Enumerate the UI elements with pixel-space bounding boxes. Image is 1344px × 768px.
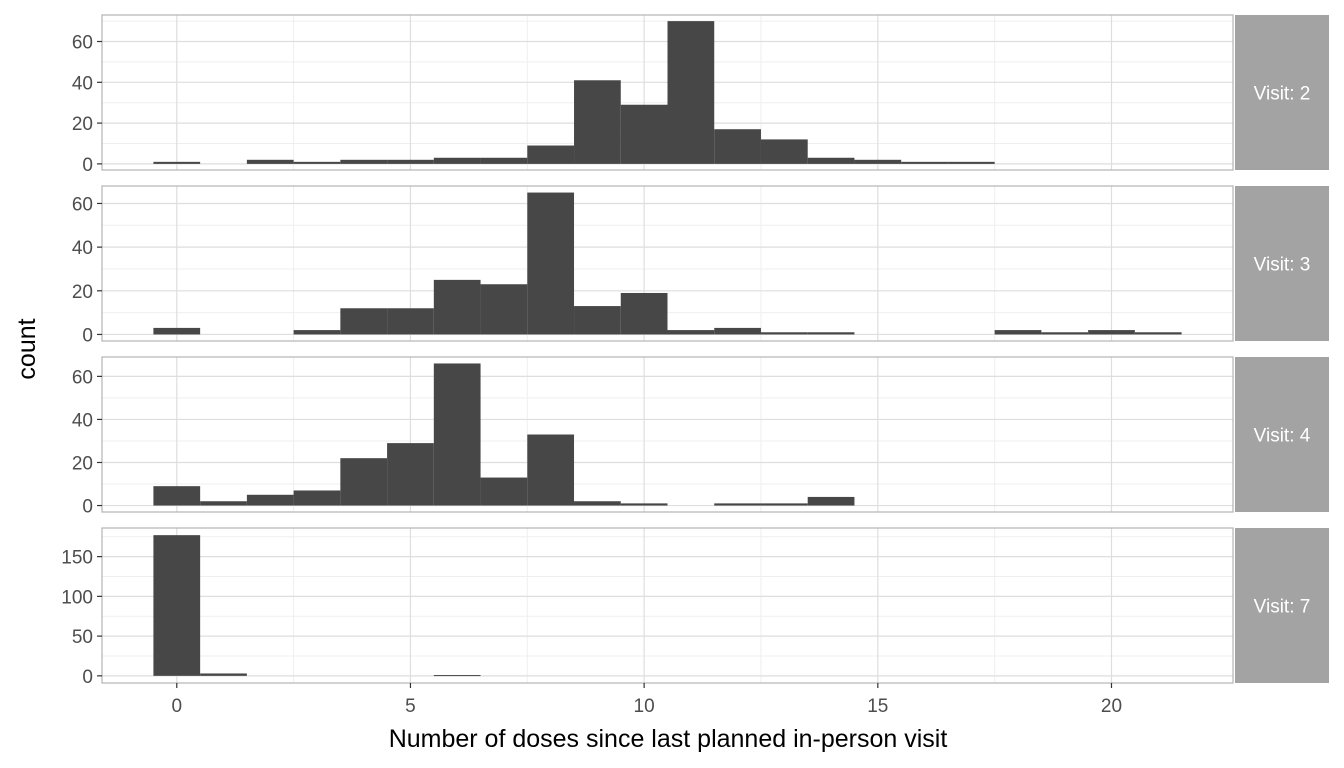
- histogram-bar: [854, 159, 902, 164]
- x-axis: 0 5 10 15 20: [171, 683, 1122, 717]
- panel-background: [102, 528, 1233, 683]
- histogram-bar: [807, 157, 855, 164]
- histogram-bar: [994, 330, 1042, 335]
- histogram-bar: [480, 477, 528, 506]
- y-tick-label: 20: [72, 114, 93, 135]
- panel-border: [101, 14, 1234, 171]
- histogram-bar: [574, 306, 621, 335]
- histogram-bar: [340, 308, 388, 335]
- panel-border: [101, 185, 1234, 342]
- y-tick-label: 40: [72, 410, 93, 431]
- x-tick-label: 20: [1101, 696, 1122, 717]
- histogram-bar: [901, 161, 948, 164]
- histogram-bar: [1088, 330, 1135, 335]
- histogram-bar: [527, 434, 575, 506]
- y-tick-label: 40: [72, 238, 93, 259]
- histogram-bar: [433, 279, 481, 335]
- y-tick-label: 20: [72, 453, 93, 474]
- histogram-bar: [667, 21, 715, 164]
- x-tick-label: 15: [867, 696, 888, 717]
- histogram-bar: [574, 80, 621, 164]
- histogram-bar: [947, 161, 995, 164]
- histogram-bar: [200, 501, 247, 506]
- histogram-bar: [527, 145, 575, 164]
- histogram-bar: [433, 675, 481, 677]
- facet-strip-label: Visit: 3: [1254, 255, 1311, 276]
- histogram-bar: [527, 192, 575, 335]
- histogram-bar: [574, 501, 621, 506]
- histogram-bar: [340, 159, 388, 164]
- facet-strip: [1235, 186, 1329, 341]
- histogram-bar: [620, 292, 668, 335]
- y-axis-title: count: [13, 318, 41, 379]
- y-tick-label: 0: [82, 325, 93, 346]
- histogram-bar: [293, 161, 341, 164]
- histogram-bar: [480, 284, 528, 335]
- facet-panel: 0 20 40 60 Visit: 2: [72, 14, 1329, 176]
- histogram-bar: [760, 139, 808, 164]
- facet-panel: 0 20 40 60 Visit: 3: [72, 185, 1329, 346]
- histogram-bar: [667, 330, 715, 335]
- histogram-bar: [714, 503, 761, 506]
- histogram-bar: [760, 332, 808, 335]
- histogram-bar: [620, 104, 668, 164]
- panel-border: [101, 527, 1234, 684]
- y-tick-label: 0: [82, 155, 93, 176]
- y-tick-label: 150: [61, 548, 93, 569]
- histogram-bar: [1041, 332, 1089, 335]
- y-tick-label: 0: [82, 667, 93, 688]
- facet-panel: 0 50 100 150 Visit: 7: [61, 527, 1329, 688]
- histogram-bar: [1134, 332, 1182, 335]
- histogram-bar: [387, 159, 434, 164]
- histogram-bar: [714, 129, 761, 164]
- histogram-bar: [807, 332, 855, 335]
- histogram-bar: [293, 330, 341, 335]
- histogram-bar: [200, 673, 247, 676]
- histogram-bar: [760, 503, 808, 506]
- y-tick-label: 50: [72, 627, 93, 648]
- histogram-bar: [340, 458, 388, 506]
- facet-strip-label: Visit: 2: [1254, 84, 1311, 105]
- histogram-bar: [387, 443, 434, 506]
- x-axis-title: Number of doses since last planned in-pe…: [389, 725, 948, 753]
- histogram-bar: [480, 157, 528, 164]
- y-tick-label: 60: [72, 367, 93, 388]
- x-tick-label: 5: [405, 696, 416, 717]
- facet-strip: [1235, 357, 1329, 512]
- facet-strip-label: Visit: 4: [1254, 426, 1311, 447]
- x-tick-label: 0: [171, 696, 182, 717]
- histogram-bar: [246, 494, 294, 506]
- y-tick-label: 60: [72, 33, 93, 54]
- histogram-bar: [433, 157, 481, 164]
- histogram-bar: [433, 363, 481, 506]
- y-tick-label: 0: [82, 497, 93, 518]
- facet-strip-label: Visit: 7: [1254, 597, 1311, 618]
- panel-border: [101, 356, 1234, 513]
- facet-panels: 0 20 40 60 Visit: 2 0 20 40 60 Visit: 3 0 20 40 60 Vis…: [61, 14, 1329, 688]
- histogram-bar: [387, 308, 434, 335]
- histogram-bar: [807, 496, 855, 506]
- histogram-bar: [246, 159, 294, 164]
- histogram-bar: [714, 327, 761, 335]
- histogram-bar: [153, 486, 201, 506]
- histogram-bar: [153, 161, 201, 164]
- histogram-bar: [153, 535, 201, 676]
- y-tick-label: 60: [72, 194, 93, 215]
- facet-panel: 0 20 40 60 Visit: 4: [72, 356, 1329, 518]
- y-tick-label: 20: [72, 282, 93, 303]
- panel-background: [102, 357, 1233, 512]
- histogram-bar: [620, 503, 668, 506]
- histogram-bar: [293, 490, 341, 506]
- y-tick-label: 100: [61, 587, 93, 608]
- histogram-bar: [153, 327, 201, 335]
- x-tick-label: 10: [634, 696, 655, 717]
- facet-strip: [1235, 15, 1329, 170]
- y-tick-label: 40: [72, 73, 93, 94]
- facet-strip: [1235, 528, 1329, 683]
